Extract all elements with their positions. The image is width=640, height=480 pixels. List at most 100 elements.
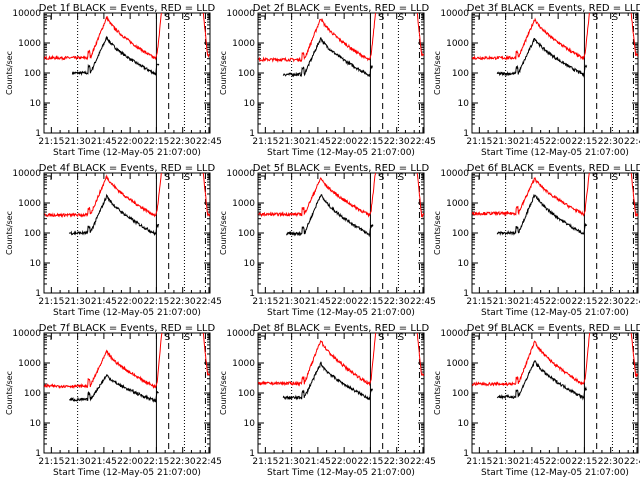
marker-label: S — [184, 333, 190, 343]
panel-title: Det 8f BLACK = Events, RED = LLD — [253, 323, 430, 334]
events-series-line — [282, 37, 373, 78]
x-axis-label: Start Time (12-May-05 21:07:00) — [267, 468, 415, 478]
x-tick-label: 22:45 — [624, 137, 640, 147]
corner-bracket — [475, 175, 480, 180]
marker-label: S — [612, 173, 618, 183]
y-tick-label: 1 — [249, 449, 255, 459]
plot-frame — [257, 172, 425, 294]
y-axis-label: Counts/sec — [5, 371, 14, 415]
y-tick-label: 100 — [452, 389, 469, 399]
x-tick-label: 21:30 — [65, 137, 91, 147]
y-tick-label: 10 — [244, 99, 256, 109]
plot-frame — [43, 12, 211, 134]
y-tick-label: 100 — [452, 229, 469, 239]
events-series-line — [496, 37, 588, 79]
x-tick-label: 22:45 — [624, 457, 640, 467]
events-series-line — [68, 374, 159, 403]
y-tick-label: 1000 — [18, 39, 41, 49]
y-tick-label: 1000 — [232, 199, 255, 209]
panel-title: Det 3f BLACK = Events, RED = LLD — [467, 3, 640, 14]
y-tick-label: 10000 — [12, 169, 41, 179]
x-tick-label: 22:45 — [624, 297, 640, 307]
x-tick-label: 21:15 — [38, 297, 64, 307]
x-tick-label: 21:30 — [65, 297, 91, 307]
y-tick-label: 10 — [30, 419, 42, 429]
y-tick-label: 100 — [238, 229, 255, 239]
x-tick-label: 22:45 — [196, 137, 222, 147]
x-axis-label: Start Time (12-May-05 21:07:00) — [267, 308, 415, 318]
marker-label: S — [379, 333, 385, 343]
corner-bracket — [475, 335, 480, 340]
corner-bracket — [47, 15, 52, 20]
marker-label: S — [593, 333, 599, 343]
x-tick-label: 21:30 — [493, 297, 519, 307]
y-tick-label: 1000 — [18, 359, 41, 369]
x-tick-label: 21:30 — [65, 457, 91, 467]
y-tick-label: 10000 — [226, 329, 255, 339]
y-tick-label: 10000 — [226, 9, 255, 19]
x-tick-label: 21:30 — [279, 297, 305, 307]
x-tick-label: 22:15 — [143, 297, 169, 307]
x-axis-label: Start Time (12-May-05 21:07:00) — [481, 468, 629, 478]
x-tick-label: 22:00 — [545, 297, 571, 307]
x-tick-label: 21:45 — [305, 297, 331, 307]
y-tick-label: 1000 — [232, 39, 255, 49]
x-tick-label: 22:15 — [357, 137, 383, 147]
events-series-line — [282, 361, 373, 401]
x-tick-label: 21:15 — [38, 137, 64, 147]
y-tick-label: 1 — [35, 449, 41, 459]
y-tick-label: 1 — [249, 129, 255, 139]
x-tick-label: 22:15 — [357, 297, 383, 307]
events-series-line — [68, 193, 160, 237]
x-axis-label: Start Time (12-May-05 21:07:00) — [53, 308, 201, 318]
lld-series-line — [258, 333, 424, 387]
x-axis-label: Start Time (12-May-05 21:07:00) — [267, 148, 415, 158]
x-tick-label: 22:15 — [143, 137, 169, 147]
marker-label: S — [165, 173, 171, 183]
y-axis-label: Counts/sec — [433, 51, 442, 95]
x-tick-label: 22:15 — [143, 457, 169, 467]
x-tick-label: 22:00 — [117, 137, 143, 147]
x-tick-label: 21:45 — [91, 297, 117, 307]
x-tick-label: 22:00 — [117, 457, 143, 467]
plot-frame — [471, 172, 639, 294]
lld-series-line — [472, 173, 638, 217]
lld-series-line — [258, 13, 424, 64]
y-tick-label: 1 — [463, 129, 469, 139]
y-tick-label: 10 — [244, 419, 256, 429]
x-tick-label: 21:45 — [305, 137, 331, 147]
y-tick-label: 10 — [458, 419, 470, 429]
y-tick-label: 10 — [30, 259, 42, 269]
x-tick-label: 21:15 — [252, 137, 278, 147]
y-tick-label: 10000 — [12, 9, 41, 19]
events-series-line — [496, 359, 588, 401]
marker-label: S — [593, 173, 599, 183]
lld-series-line — [44, 13, 210, 61]
x-tick-label: 21:30 — [279, 457, 305, 467]
x-tick-label: 21:30 — [493, 137, 519, 147]
y-tick-label: 1000 — [18, 199, 41, 209]
x-tick-label: 21:15 — [466, 297, 492, 307]
y-axis-label: Counts/sec — [5, 51, 14, 95]
y-tick-label: 1 — [463, 449, 469, 459]
x-tick-label: 22:30 — [384, 137, 410, 147]
y-tick-label: 10 — [30, 99, 42, 109]
x-tick-label: 21:15 — [466, 457, 492, 467]
x-tick-label: 22:15 — [571, 297, 597, 307]
x-tick-label: 22:45 — [410, 457, 436, 467]
y-tick-label: 100 — [238, 69, 255, 79]
plot-frame — [471, 332, 639, 454]
x-tick-label: 22:00 — [545, 457, 571, 467]
y-tick-label: 1000 — [446, 199, 469, 209]
events-series-line — [496, 193, 588, 236]
x-tick-label: 22:30 — [170, 137, 196, 147]
panel-title: Det 9f BLACK = Events, RED = LLD — [467, 323, 640, 334]
x-tick-label: 21:15 — [252, 297, 278, 307]
x-tick-label: 21:45 — [519, 297, 545, 307]
x-tick-label: 22:00 — [545, 137, 571, 147]
y-axis-label: Counts/sec — [5, 211, 14, 255]
panel-title: Det 5f BLACK = Events, RED = LLD — [253, 163, 430, 174]
marker-label: S — [612, 333, 618, 343]
y-tick-label: 1 — [463, 289, 469, 299]
